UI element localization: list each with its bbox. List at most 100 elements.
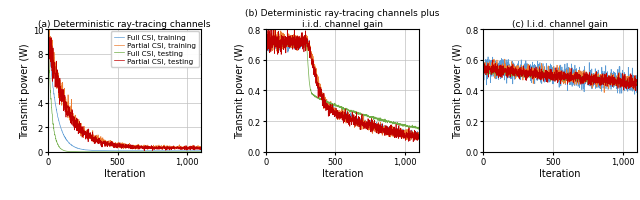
Full CSI, training [274,50,282,53]
Full CSI, testing [409,125,417,128]
Full CSI, training [487,63,495,65]
Full CSI, training [380,126,387,128]
Full CSI, testing [414,128,422,131]
Y-axis label: Transmit power (W): Transmit power (W) [452,43,463,139]
Partial CSI, training [191,146,199,148]
Partial CSI, training [271,30,278,32]
Partial CSI, testing [326,108,333,110]
Full CSI, training [479,62,487,65]
Partial CSI, testing [52,80,60,83]
Y-axis label: Transmit power (W): Transmit power (W) [235,43,245,139]
Full CSI, training [262,39,269,42]
Partial CSI, training [45,22,53,25]
Partial CSI, training [518,71,526,73]
Full CSI, testing [484,66,492,69]
Partial CSI, training [274,44,282,47]
Line: Full CSI, testing: Full CSI, testing [483,68,637,86]
Partial CSI, training [143,148,151,151]
X-axis label: Iteration: Iteration [104,169,145,179]
Partial CSI, testing [44,83,52,86]
Partial CSI, training [403,139,410,141]
Partial CSI, training [108,145,115,147]
Full CSI, testing [518,72,526,74]
Partial CSI, training [380,129,387,131]
Full CSI, testing [191,151,199,153]
Partial CSI, testing [141,150,148,152]
Line: Full CSI, training: Full CSI, training [483,58,637,95]
Full CSI, testing [108,151,115,153]
Partial CSI, testing [301,41,308,44]
Partial CSI, training [600,92,608,94]
Partial CSI, training [44,81,52,83]
Partial CSI, testing [269,44,277,47]
Partial CSI, testing [162,148,170,150]
Full CSI, testing [274,43,282,45]
Full CSI, training [484,56,492,59]
Partial CSI, testing [598,82,605,84]
Full CSI, training [633,92,640,94]
Full CSI, training [598,91,605,93]
Partial CSI, training [162,145,170,147]
Full CSI, testing [479,70,487,73]
Partial CSI, testing [409,134,417,136]
Full CSI, testing [632,84,639,87]
Partial CSI, training [633,81,640,84]
Full CSI, training [631,94,639,96]
Line: Full CSI, training: Full CSI, training [266,37,419,138]
Full CSI, testing [627,81,635,84]
Partial CSI, training [326,101,333,104]
Full CSI, training [406,137,414,139]
Line: Partial CSI, training: Partial CSI, training [483,60,637,93]
Full CSI, testing [633,82,640,84]
Partial CSI, training [52,67,60,70]
Partial CSI, testing [632,90,639,93]
Full CSI, training [191,150,199,152]
X-axis label: Iteration: Iteration [322,169,363,179]
Partial CSI, testing [197,147,205,150]
Full CSI, testing [197,151,205,153]
Full CSI, training [627,82,635,85]
Full CSI, training [269,41,277,44]
Partial CSI, testing [191,147,199,150]
Partial CSI, testing [543,71,551,74]
Y-axis label: Transmit power (W): Transmit power (W) [20,43,30,139]
Partial CSI, testing [56,78,64,80]
Full CSI, testing [83,151,91,153]
Partial CSI, testing [83,133,91,135]
Partial CSI, testing [487,69,495,71]
Partial CSI, testing [380,128,387,131]
Line: Full CSI, training: Full CSI, training [48,27,201,151]
Legend: Full CSI, training, Partial CSI, training, Full CSI, testing, Partial CSI, testi: Full CSI, training, Partial CSI, trainin… [111,32,199,67]
Partial CSI, testing [410,141,417,143]
Full CSI, training [543,77,551,79]
Full CSI, testing [415,126,423,129]
Partial CSI, training [301,47,308,49]
Partial CSI, training [415,136,423,138]
Full CSI, training [147,150,155,152]
Partial CSI, training [197,147,205,149]
Partial CSI, training [501,59,509,61]
Full CSI, testing [277,42,285,45]
Line: Full CSI, testing: Full CSI, testing [266,43,419,130]
Partial CSI, training [479,67,487,69]
Partial CSI, training [410,136,417,138]
Partial CSI, testing [489,60,497,62]
Full CSI, training [410,132,417,135]
Full CSI, testing [269,43,277,45]
Full CSI, training [492,60,499,63]
Partial CSI, testing [274,36,282,39]
Partial CSI, training [56,94,64,96]
Full CSI, testing [487,70,495,72]
Partial CSI, training [492,65,499,67]
Partial CSI, training [83,134,91,136]
Full CSI, testing [380,120,387,123]
Full CSI, training [265,36,273,38]
Full CSI, testing [44,22,52,25]
Partial CSI, training [543,75,551,77]
Full CSI, testing [492,72,499,74]
Line: Partial CSI, training: Partial CSI, training [48,24,201,150]
Full CSI, testing [56,147,63,149]
Partial CSI, testing [291,26,298,28]
Partial CSI, training [598,74,605,76]
Line: Partial CSI, training: Partial CSI, training [266,31,419,140]
